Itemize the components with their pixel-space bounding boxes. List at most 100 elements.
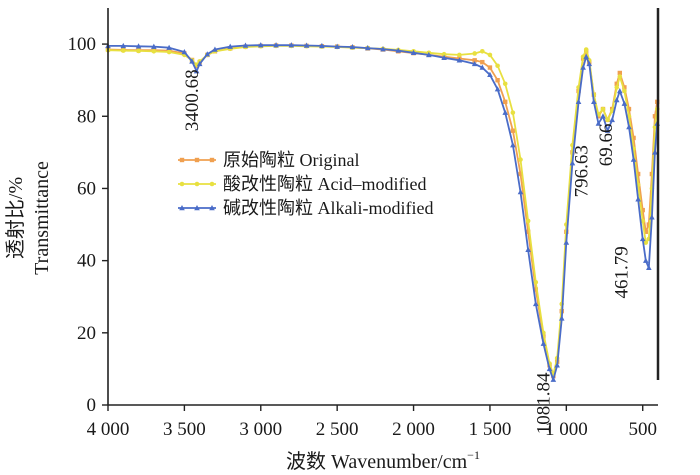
data-point-marker	[510, 128, 516, 133]
data-point-marker	[334, 43, 340, 49]
data-point-marker	[502, 109, 509, 115]
data-point-marker	[510, 110, 516, 115]
data-point-marker	[622, 88, 627, 94]
data-point-marker	[257, 42, 264, 48]
peak-annotation: 69.66	[596, 124, 617, 167]
data-point-marker	[518, 171, 523, 177]
data-point-marker	[204, 51, 211, 57]
legend-label: 碱改性陶粒 Alkali-modified	[223, 198, 433, 218]
data-point-marker	[303, 42, 310, 48]
data-point-marker	[517, 189, 524, 195]
data-point-marker	[518, 157, 523, 162]
data-point-marker	[639, 235, 646, 242]
data-point-marker	[640, 207, 645, 213]
series-triangle	[105, 42, 661, 382]
data-point-marker	[242, 42, 249, 48]
data-point-marker	[525, 229, 531, 234]
data-point-marker	[319, 42, 325, 49]
data-point-marker	[426, 51, 432, 58]
x-tick-label: 3 000	[239, 419, 282, 440]
data-point-marker	[595, 120, 602, 126]
y-axis-label-en: Transmittance	[31, 161, 53, 275]
data-point-marker	[525, 218, 531, 224]
y-tick-label: 40	[77, 251, 96, 272]
legend-label: 酸改性陶粒 Acid–modified	[223, 174, 426, 194]
data-point-marker	[209, 205, 215, 211]
data-point-marker	[533, 279, 539, 285]
legend-item: 碱改性陶粒 Alkali-modified	[178, 198, 433, 218]
y-tick-label: 0	[87, 395, 97, 416]
peak-annotation: 796.63	[572, 145, 593, 197]
data-point-marker	[646, 264, 652, 271]
data-point-marker	[441, 51, 447, 57]
data-point-marker	[209, 181, 215, 187]
x-axis-label-sup: −1	[467, 448, 480, 462]
data-point-marker	[614, 85, 620, 90]
data-point-marker	[480, 59, 485, 65]
data-point-marker	[364, 45, 371, 51]
data-point-marker	[583, 53, 589, 59]
data-point-marker	[617, 74, 623, 79]
data-point-marker	[457, 52, 462, 58]
series-layer	[105, 42, 661, 382]
legend-item: 原始陶粒 Original	[178, 150, 360, 170]
data-point-marker	[212, 46, 218, 52]
data-point-marker	[181, 49, 188, 55]
data-point-marker	[546, 365, 553, 372]
x-tick-label: 1 500	[469, 419, 512, 440]
data-point-marker	[166, 49, 172, 55]
data-point-marker	[194, 157, 200, 163]
data-point-marker	[395, 47, 402, 53]
data-point-marker	[487, 52, 493, 58]
data-point-marker	[495, 63, 500, 69]
y-tick-label: 60	[77, 178, 96, 199]
data-point-marker	[643, 240, 649, 245]
data-point-marker	[380, 46, 386, 52]
data-point-marker	[479, 64, 486, 70]
data-point-marker	[510, 142, 516, 148]
data-point-marker	[609, 116, 615, 123]
data-point-marker	[569, 160, 576, 166]
data-point-marker	[349, 43, 356, 50]
data-point-marker	[196, 60, 203, 67]
data-point-marker	[563, 239, 570, 245]
x-tick-label: 1 000	[545, 419, 588, 440]
data-point-marker	[480, 49, 485, 54]
data-point-marker	[193, 68, 200, 74]
data-point-marker	[120, 42, 127, 49]
data-point-marker	[471, 60, 478, 67]
data-point-marker	[622, 85, 627, 90]
data-point-marker	[194, 205, 200, 211]
data-point-marker	[649, 214, 655, 220]
data-point-marker	[120, 48, 126, 53]
data-point-marker	[635, 171, 641, 177]
data-point-marker	[494, 86, 501, 92]
data-point-marker	[189, 58, 195, 64]
x-tick-label: 500	[628, 419, 657, 440]
y-tick-label: 80	[77, 106, 96, 127]
x-tick-label: 3 500	[163, 419, 206, 440]
data-point-marker	[194, 181, 200, 187]
peak-annotation: 1081.84	[534, 372, 555, 434]
data-point-marker	[410, 49, 417, 55]
y-axis-label-cn: 透射比/%	[4, 177, 27, 259]
data-point-marker	[179, 205, 185, 211]
data-point-marker	[554, 362, 560, 368]
data-point-marker	[288, 42, 295, 48]
data-point-marker	[179, 157, 185, 163]
series-line	[108, 44, 659, 381]
data-point-marker	[630, 156, 637, 162]
data-point-marker	[617, 88, 623, 94]
data-point-marker	[487, 71, 493, 77]
legend-label: 原始陶粒 Original	[223, 150, 360, 170]
legend-item: 酸改性陶粒 Acid–modified	[178, 174, 426, 194]
data-point-marker	[613, 97, 620, 103]
data-point-marker	[626, 124, 632, 130]
data-point-marker	[179, 181, 185, 187]
x-tick-label: 2 000	[392, 419, 435, 440]
data-point-marker	[591, 98, 597, 105]
data-point-marker	[635, 196, 641, 202]
data-point-marker	[495, 77, 500, 83]
data-point-marker	[617, 70, 623, 76]
data-point-marker	[550, 376, 557, 382]
